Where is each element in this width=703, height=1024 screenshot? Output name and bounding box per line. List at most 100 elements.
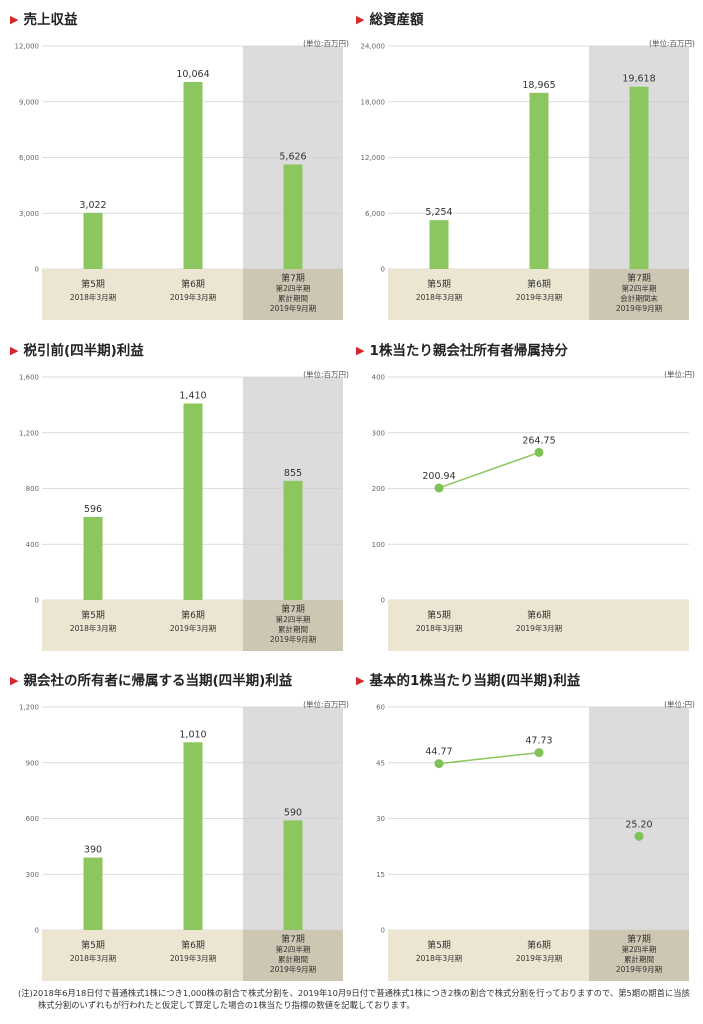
category-fiscal-year: 2018年3月期 bbox=[70, 292, 116, 302]
category-label: 第6期 2019年3月期 bbox=[170, 939, 216, 963]
data-label: 10,064 bbox=[176, 69, 209, 80]
data-point bbox=[634, 831, 644, 841]
category-label: 第6期 2019年3月期 bbox=[170, 609, 216, 633]
y-tick-label: 300 bbox=[372, 429, 385, 437]
data-label: 1,010 bbox=[179, 729, 206, 740]
data-label: 3,022 bbox=[79, 200, 106, 211]
y-tick-label: 12,000 bbox=[361, 154, 386, 162]
data-label: 19,618 bbox=[622, 74, 655, 85]
category-label: 第5期 2018年3月期 bbox=[70, 939, 116, 963]
equity-per-share-unit-label: (単位:円) bbox=[664, 370, 695, 379]
bar bbox=[283, 480, 303, 600]
category-label: 第5期 2018年3月期 bbox=[416, 609, 462, 633]
y-tick-label: 0 bbox=[381, 266, 385, 274]
bar bbox=[283, 820, 303, 930]
category-fiscal-year: 2019年9月期 bbox=[270, 964, 316, 974]
category-fiscal-year: 2019年3月期 bbox=[516, 623, 562, 633]
category-label: 第7期第2四半期累計期間 2019年9月期 bbox=[270, 272, 316, 313]
data-point bbox=[534, 748, 544, 758]
category-term: 累計期間 bbox=[278, 293, 308, 303]
revenue-chart: 0 3,000 6,000 9,000 12,000 第5期 2018年3月期 第6期 2019… bbox=[10, 8, 355, 328]
category-period: 第6期 bbox=[527, 939, 551, 951]
category-term: 会計期間末 bbox=[620, 293, 658, 303]
data-label: 590 bbox=[284, 807, 302, 818]
y-tick-label: 0 bbox=[381, 597, 385, 605]
y-tick-label: 800 bbox=[26, 485, 39, 493]
eps-chart-svg: 0 15 30 45 60 第5期 2018年3月期 第6期 2019年3月期 第7期第2四半期累… bbox=[376, 704, 689, 981]
category-quarter: 第2四半期 bbox=[622, 944, 657, 954]
data-label: 390 bbox=[84, 845, 102, 856]
pretax-profit-chart: 0 400 800 1,200 1,600 第5期 2018年3月期 第6期 2019年3月期第… bbox=[10, 339, 355, 659]
bar bbox=[183, 742, 203, 930]
category-label: 第5期 2018年3月期 bbox=[416, 939, 462, 963]
y-tick-label: 60 bbox=[376, 704, 385, 712]
category-period: 第5期 bbox=[81, 939, 105, 951]
category-fiscal-year: 2019年3月期 bbox=[170, 292, 216, 302]
y-tick-label: 600 bbox=[26, 815, 39, 823]
y-tick-label: 6,000 bbox=[365, 210, 385, 218]
category-period: 第7期 bbox=[281, 603, 305, 615]
category-label: 第7期第2四半期累計期間 2019年9月期 bbox=[616, 933, 662, 974]
data-label: 855 bbox=[284, 468, 302, 479]
total-assets-unit-label: (単位:百万円) bbox=[649, 39, 695, 48]
y-tick-label: 1,600 bbox=[19, 374, 39, 382]
category-label: 第7期第2四半期累計期間 2019年9月期 bbox=[270, 603, 316, 644]
eps-unit-label: (単位:円) bbox=[664, 700, 695, 709]
category-label: 第6期 2019年3月期 bbox=[516, 609, 562, 633]
category-label: 第5期 2018年3月期 bbox=[70, 278, 116, 302]
y-tick-label: 0 bbox=[381, 927, 385, 935]
net-profit-chart: 0 300 600 900 1,200 第5期 2018年3月期 第6期 2019年3月期 第7期… bbox=[10, 669, 355, 989]
eps-title-text: 基本的1株当たり当期(四半期)利益 bbox=[369, 673, 581, 689]
data-label: 44.77 bbox=[425, 747, 452, 758]
data-label: 264.75 bbox=[522, 435, 555, 446]
category-label: 第5期 2018年3月期 bbox=[70, 609, 116, 633]
bar bbox=[83, 857, 103, 930]
y-tick-label: 15 bbox=[376, 871, 385, 879]
category-period: 第5期 bbox=[81, 609, 105, 621]
bar bbox=[283, 164, 303, 269]
category-fiscal-year: 2018年3月期 bbox=[416, 623, 462, 633]
net-profit-unit-label: (単位:百万円) bbox=[303, 700, 349, 709]
y-tick-label: 100 bbox=[372, 541, 385, 549]
category-fiscal-year: 2019年3月期 bbox=[516, 292, 562, 302]
bar bbox=[83, 212, 103, 269]
y-tick-label: 200 bbox=[372, 485, 385, 493]
category-period: 第6期 bbox=[181, 609, 205, 621]
data-point bbox=[434, 759, 444, 769]
data-label: 25.20 bbox=[625, 819, 652, 830]
series-line bbox=[438, 751, 540, 765]
category-fiscal-year: 2018年3月期 bbox=[416, 953, 462, 963]
category-period: 第6期 bbox=[527, 278, 551, 290]
series-line bbox=[438, 451, 540, 489]
category-label: 第5期 2018年3月期 bbox=[416, 278, 462, 302]
category-period: 第7期 bbox=[627, 933, 651, 945]
category-period: 第5期 bbox=[427, 609, 451, 621]
bar bbox=[183, 403, 203, 600]
current-period-band bbox=[243, 600, 343, 651]
data-label: 47.73 bbox=[525, 736, 552, 747]
footnote-text: (注)2018年6月18日付で普通株式1株につき1,000株の割合で株式分割を、… bbox=[18, 988, 690, 1010]
y-tick-label: 0 bbox=[35, 927, 39, 935]
bar bbox=[83, 516, 103, 600]
category-term: 累計期間 bbox=[624, 954, 654, 964]
category-label: 第7期第2四半期会計期間末 2019年9月期 bbox=[616, 272, 662, 313]
red-triangle-icon: ▶ bbox=[356, 13, 365, 26]
category-quarter: 第2四半期 bbox=[276, 614, 311, 624]
revenue-title-text: 売上収益 bbox=[23, 12, 78, 28]
category-period: 第5期 bbox=[427, 278, 451, 290]
y-tick-label: 12,000 bbox=[15, 43, 40, 51]
y-tick-label: 45 bbox=[376, 759, 385, 767]
total-assets-chart-svg: 0 6,000 12,000 18,000 24,000 第5期 2018年3月期 第6期 20… bbox=[361, 43, 689, 320]
total-assets-chart: 0 6,000 12,000 18,000 24,000 第5期 2018年3月期 第6期 20… bbox=[356, 8, 701, 328]
net-profit-title-text: 親会社の所有者に帰属する当期(四半期)利益 bbox=[23, 673, 293, 689]
y-tick-label: 3,000 bbox=[19, 210, 39, 218]
y-tick-label: 9,000 bbox=[19, 98, 39, 106]
pretax-profit-title-text: 税引前(四半期)利益 bbox=[23, 343, 144, 359]
y-tick-label: 400 bbox=[372, 374, 385, 382]
category-fiscal-year: 2019年9月期 bbox=[270, 634, 316, 644]
category-quarter: 第2四半期 bbox=[276, 283, 311, 293]
y-tick-label: 30 bbox=[376, 815, 385, 823]
category-term: 累計期間 bbox=[278, 954, 308, 964]
current-period-band bbox=[243, 930, 343, 981]
